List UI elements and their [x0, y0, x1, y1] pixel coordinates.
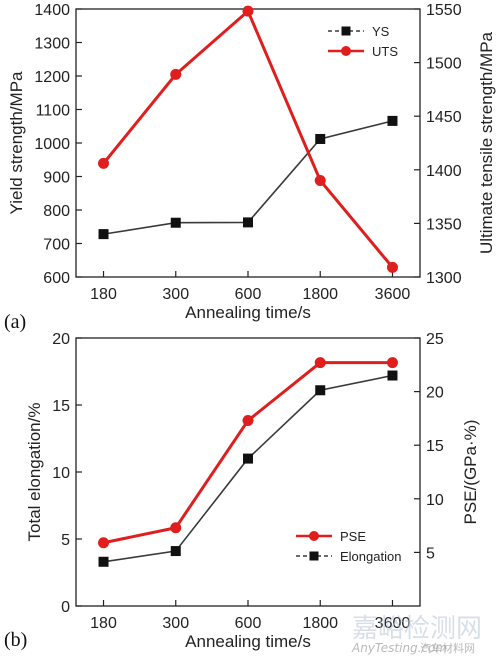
legend-marker [341, 26, 351, 36]
y-tick-label: 1200 [34, 69, 70, 86]
y-tick-label: 800 [43, 203, 70, 220]
y2-tick-label: 25 [426, 331, 444, 348]
x-axis-label: Annealing time/s [185, 303, 311, 322]
watermark: 嘉峪检测网 AnyTesting.com 汽车材料网 [351, 614, 482, 655]
legend-marker [309, 551, 319, 561]
y2-tick-label: 1500 [426, 56, 462, 73]
panel-b-chart: 0 5 10 15 20 5 10 15 20 25 180 300 600 1800 3600 Anneal… [4, 331, 480, 651]
y-tick-label: 15 [52, 398, 70, 415]
series-line-pse [103, 361, 393, 545]
legend: YS UTS [328, 24, 398, 59]
legend-marker [341, 46, 351, 56]
data-point-ys [98, 229, 109, 240]
y2-tick-label: 5 [426, 545, 435, 562]
y-tick-label: 1300 [34, 36, 70, 53]
y2-tick-label: 1450 [426, 109, 462, 126]
y-tick-label: 900 [43, 170, 70, 187]
legend: PSE Elongation [296, 529, 401, 564]
y-tick-label: 600 [43, 270, 70, 287]
legend-label: PSE [340, 529, 366, 544]
x-tick-label: 600 [235, 615, 262, 632]
data-point-pse [242, 415, 254, 427]
data-point-elongation [243, 453, 253, 464]
y2-tick-label: 1300 [426, 270, 462, 287]
y2-tick-label: 1350 [426, 216, 462, 233]
x-tick-label: 300 [162, 286, 189, 303]
data-point-elongation [170, 546, 181, 557]
data-point-uts [386, 261, 398, 273]
watermark-main: 嘉峪检测网 [352, 614, 482, 644]
x-tick-label: 600 [235, 286, 262, 303]
data-point-pse [386, 357, 398, 369]
panel-a-chart: 600 700 800 900 1000 1100 1200 1300 1400 1300 1350… [4, 2, 496, 333]
x-tick-label: 1800 [302, 615, 338, 632]
x-axis-label: Annealing time/s [185, 632, 311, 651]
panel-label: (a) [4, 311, 26, 333]
data-point-pse [98, 537, 110, 549]
legend-label: Elongation [340, 549, 401, 564]
y-tick-label: 1100 [36, 103, 71, 120]
y2-tick-label: 10 [426, 492, 444, 509]
x-tick-label: 3600 [375, 286, 411, 303]
y-axis-label: Total elongation/% [25, 403, 44, 542]
x-tick-label: 180 [90, 286, 117, 303]
y-tick-label: 20 [52, 331, 70, 348]
data-point-ys [170, 217, 181, 228]
data-point-uts [98, 157, 110, 169]
y2-tick-label: 1400 [426, 163, 462, 180]
panel-label: (b) [4, 629, 27, 651]
y2-tick-label: 1550 [426, 2, 462, 19]
data-point-uts [314, 175, 326, 187]
y-tick-label: 1000 [34, 136, 70, 153]
x-tick-label: 1800 [302, 286, 338, 303]
data-point-pse [314, 357, 326, 369]
y2-axis-label: Ultimate tensile strength/MPa [477, 31, 496, 254]
y2-tick-label: 20 [426, 385, 444, 402]
data-point-uts [242, 5, 254, 17]
y-tick-label: 1400 [34, 2, 70, 19]
x-tick-label: 300 [162, 615, 189, 632]
y-tick-label: 5 [61, 532, 70, 549]
legend-label: UTS [372, 44, 398, 59]
data-point-elongation [315, 385, 326, 396]
data-point-ys [243, 217, 253, 228]
data-point-ys [387, 115, 398, 126]
legend-marker [309, 531, 319, 541]
data-point-elongation [387, 370, 398, 381]
data-point-ys [315, 133, 326, 144]
watermark-sub: AnyTesting.com [351, 641, 447, 655]
data-point-pse [170, 522, 182, 534]
y-tick-label: 10 [52, 465, 70, 482]
legend-label: YS [372, 24, 390, 39]
x-tick-label: 3600 [375, 615, 411, 632]
y-axis-label: Yield strength/MPa [7, 71, 26, 215]
data-point-elongation [98, 556, 109, 567]
y2-tick-label: 15 [426, 438, 444, 455]
watermark-sub2: 汽车材料网 [420, 641, 475, 655]
y-tick-label: 0 [61, 599, 70, 616]
x-tick-label: 180 [90, 615, 117, 632]
y-tick-label: 700 [43, 237, 70, 254]
data-point-uts [170, 68, 182, 80]
plot-frame [75, 337, 421, 607]
y2-axis-label: PSE/(GPa·%) [461, 420, 480, 525]
